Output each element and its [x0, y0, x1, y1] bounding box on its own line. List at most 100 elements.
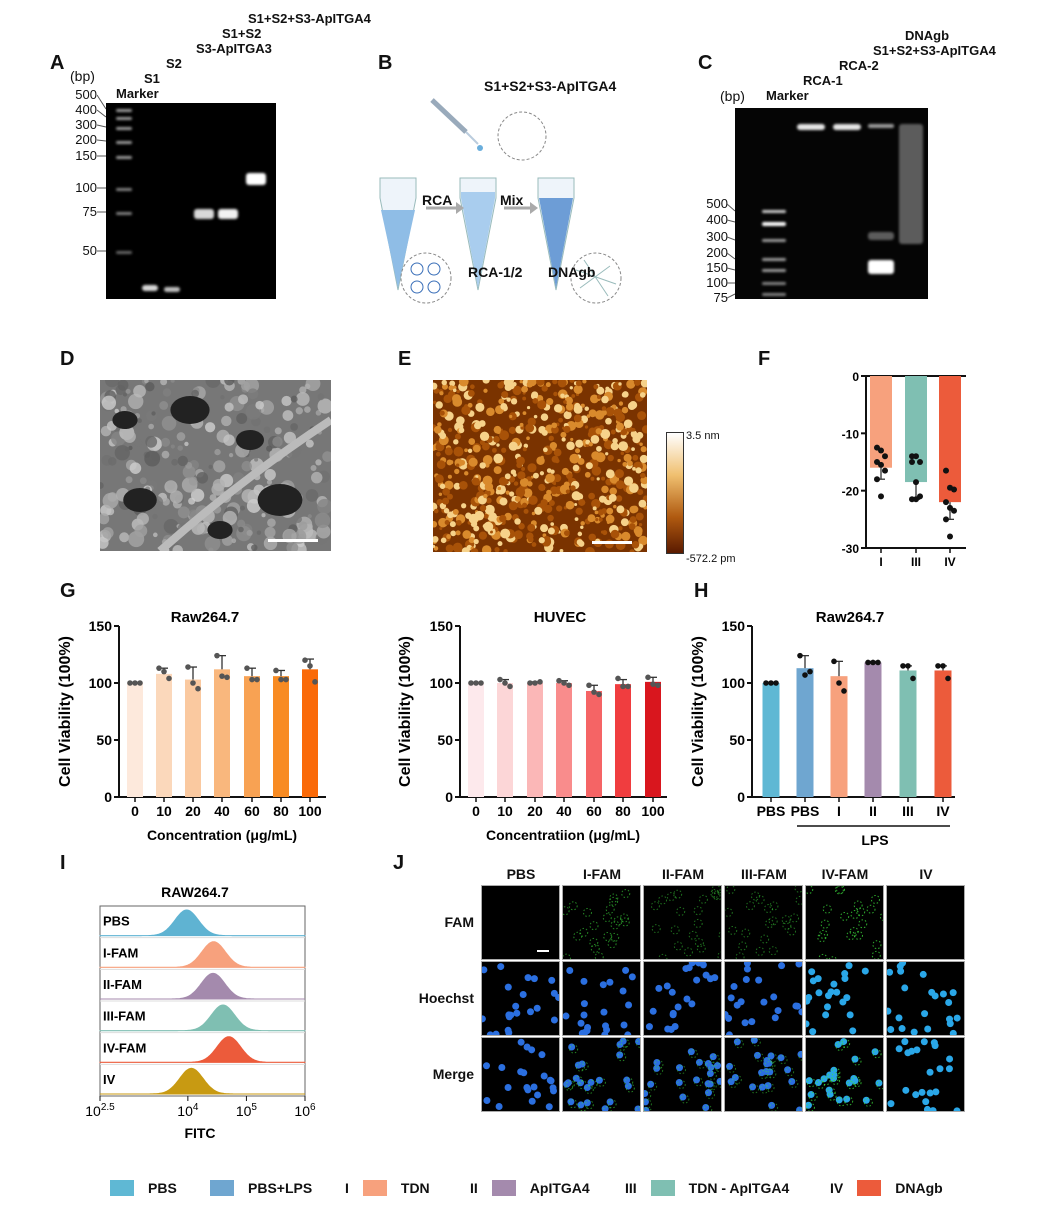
fam-signal [750, 1084, 760, 1094]
sem-texture [170, 380, 175, 383]
sem-texture [148, 423, 155, 430]
afm-texture [486, 407, 495, 417]
nucleus [517, 1038, 525, 1046]
afm-texture [456, 463, 460, 467]
bar [556, 683, 572, 797]
afm-texture [618, 441, 629, 452]
afm-texture [640, 446, 647, 453]
x-tick-label: PBS [791, 803, 820, 819]
fam-signal [658, 895, 668, 905]
fam-signal [579, 927, 589, 937]
afm-texture [620, 518, 629, 527]
afm-texture [578, 498, 586, 506]
afm-texture [517, 471, 526, 480]
sem-texture [114, 445, 130, 461]
nucleus [577, 1019, 585, 1027]
sem-texture [305, 529, 318, 542]
afm-texture [433, 425, 442, 434]
data-point [655, 682, 661, 689]
sem-texture [134, 438, 143, 447]
nucleus [924, 1025, 932, 1033]
gel-c-lane-label: RCA-2 [839, 58, 879, 73]
afm-texture [606, 507, 614, 515]
afm-texture [601, 395, 609, 404]
afm-texture [546, 468, 552, 473]
afm-texture [638, 522, 643, 527]
fam-signal [750, 891, 760, 901]
x-tick-label: I [879, 555, 882, 569]
afm-texture [451, 394, 462, 404]
sem-texture [161, 497, 170, 506]
afm-texture [626, 380, 636, 389]
nucleus [949, 1029, 957, 1035]
afm-texture [470, 548, 479, 552]
afm-texture [496, 443, 500, 447]
sem-texture [106, 507, 115, 516]
y-axis-label: Cell Viability (100%) [57, 636, 74, 787]
fam-signal [745, 901, 755, 911]
fam-signal [818, 953, 828, 959]
chart-title: Raw264.7 [816, 609, 884, 626]
afm-texture [550, 522, 555, 526]
sem-texture [247, 388, 259, 400]
sem-texture [241, 381, 251, 391]
data-point [878, 447, 884, 454]
nucleus [945, 1065, 953, 1073]
afm-texture [595, 428, 602, 435]
legend-label: DNAgb [895, 1180, 943, 1196]
gel-c-ladder-label: 100 [706, 275, 728, 290]
nucleus [928, 988, 936, 996]
afm-texture [605, 386, 610, 391]
afm-texture [630, 431, 638, 439]
data-point [497, 676, 503, 683]
tube-icon [459, 177, 497, 291]
fam-signal [620, 917, 630, 927]
afm-texture [612, 438, 618, 444]
sem-texture [294, 515, 303, 524]
afm-texture [505, 490, 510, 495]
afm-texture [631, 447, 635, 452]
afm-texture [475, 402, 485, 412]
data-point [615, 675, 621, 682]
data-point [882, 453, 888, 460]
nucleus [523, 1043, 531, 1051]
afm-texture [508, 426, 517, 434]
sem-texture [204, 535, 221, 551]
afm-texture [442, 488, 450, 496]
afm-texture [439, 432, 447, 440]
nucleus [674, 1003, 682, 1011]
afm-texture [540, 499, 548, 507]
legend-label: TDN [400, 1180, 430, 1196]
nucleus [524, 974, 532, 982]
data-point [943, 516, 949, 523]
chart-title: HUVEC [534, 609, 587, 626]
afm-texture [444, 480, 454, 490]
nucleus [895, 1014, 903, 1022]
fam-signal [676, 906, 686, 916]
data-point [910, 675, 916, 682]
afm-texture [439, 391, 444, 396]
fam-signal [621, 889, 631, 899]
nucleus [910, 1028, 918, 1035]
sem-texture [241, 460, 252, 472]
nucleus [505, 1029, 513, 1035]
nucleus [530, 1083, 538, 1091]
afm-texture [493, 466, 502, 475]
afm-texture [553, 474, 562, 483]
panel-label-i: I [60, 852, 66, 874]
x-tick-label: 105 [236, 1102, 258, 1119]
micrograph-hoechst [481, 961, 560, 1036]
tetrahedron-inset [497, 111, 547, 161]
afm-texture [454, 468, 460, 475]
afm-texture [509, 491, 515, 497]
y-tick-label: 150 [430, 618, 454, 634]
nucleus [953, 1107, 961, 1111]
nucleus [495, 1103, 503, 1111]
chart-title: Raw264.7 [171, 609, 239, 626]
afm-texture [473, 525, 480, 532]
x-tick-label: 104 [177, 1102, 199, 1119]
afm-texture [484, 482, 494, 492]
sem-texture [105, 380, 120, 388]
sem-texture [317, 393, 325, 401]
afm-texture [538, 537, 545, 544]
